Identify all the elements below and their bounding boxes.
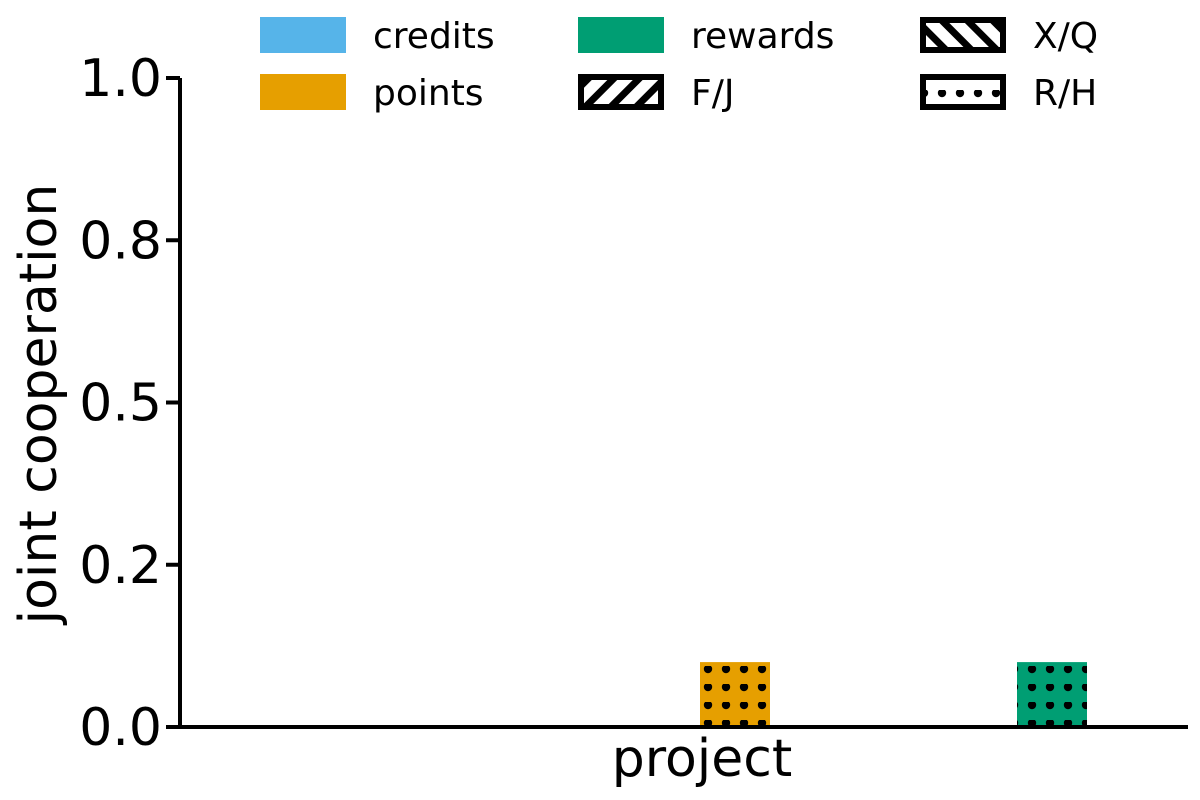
y-axis-label: joint cooperation bbox=[9, 184, 69, 626]
y-ticks: 0.0 0.2 0.5 0.8 1.0 bbox=[79, 49, 180, 758]
legend-item-credits: credits bbox=[260, 16, 495, 57]
legend-swatch bbox=[578, 17, 664, 53]
legend-swatch bbox=[260, 17, 346, 53]
legend-swatch-border bbox=[578, 74, 664, 110]
legend-item-r-h: R/H bbox=[920, 73, 1097, 114]
bar-points-r-h bbox=[700, 662, 770, 727]
bar-rewards-r-h-pattern bbox=[1017, 662, 1087, 727]
legend-swatch bbox=[923, 77, 1003, 107]
legend-label: points bbox=[373, 73, 484, 114]
bars bbox=[700, 662, 1087, 727]
legend: credits points rewards F/J X/Q R/H bbox=[260, 16, 1098, 114]
legend-label: X/Q bbox=[1033, 16, 1098, 57]
bar-rewards-r-h bbox=[1017, 662, 1087, 727]
y-tick-label: 0.5 bbox=[79, 374, 162, 434]
y-tick-label: 0.0 bbox=[79, 698, 162, 758]
y-tick-label: 0.8 bbox=[79, 211, 162, 271]
axes bbox=[178, 78, 1188, 729]
legend-swatch-border bbox=[920, 17, 1006, 53]
legend-label: R/H bbox=[1033, 73, 1097, 114]
legend-swatch bbox=[923, 20, 1003, 50]
legend-label: F/J bbox=[691, 73, 734, 114]
y-tick-label: 1.0 bbox=[79, 49, 162, 109]
x-axis-label: project bbox=[612, 729, 792, 789]
legend-swatch bbox=[581, 77, 661, 107]
legend-item-x-q: X/Q bbox=[920, 16, 1098, 57]
bar-points-r-h-pattern bbox=[700, 662, 770, 727]
legend-item-points: points bbox=[260, 73, 484, 114]
legend-swatch-border bbox=[920, 74, 1006, 110]
legend-item-rewards: rewards bbox=[578, 16, 834, 57]
legend-item-f-j: F/J bbox=[578, 73, 734, 114]
legend-label: rewards bbox=[691, 16, 834, 57]
legend-label: credits bbox=[373, 16, 495, 57]
legend-swatch bbox=[260, 74, 346, 110]
y-tick-label: 0.2 bbox=[79, 536, 162, 596]
